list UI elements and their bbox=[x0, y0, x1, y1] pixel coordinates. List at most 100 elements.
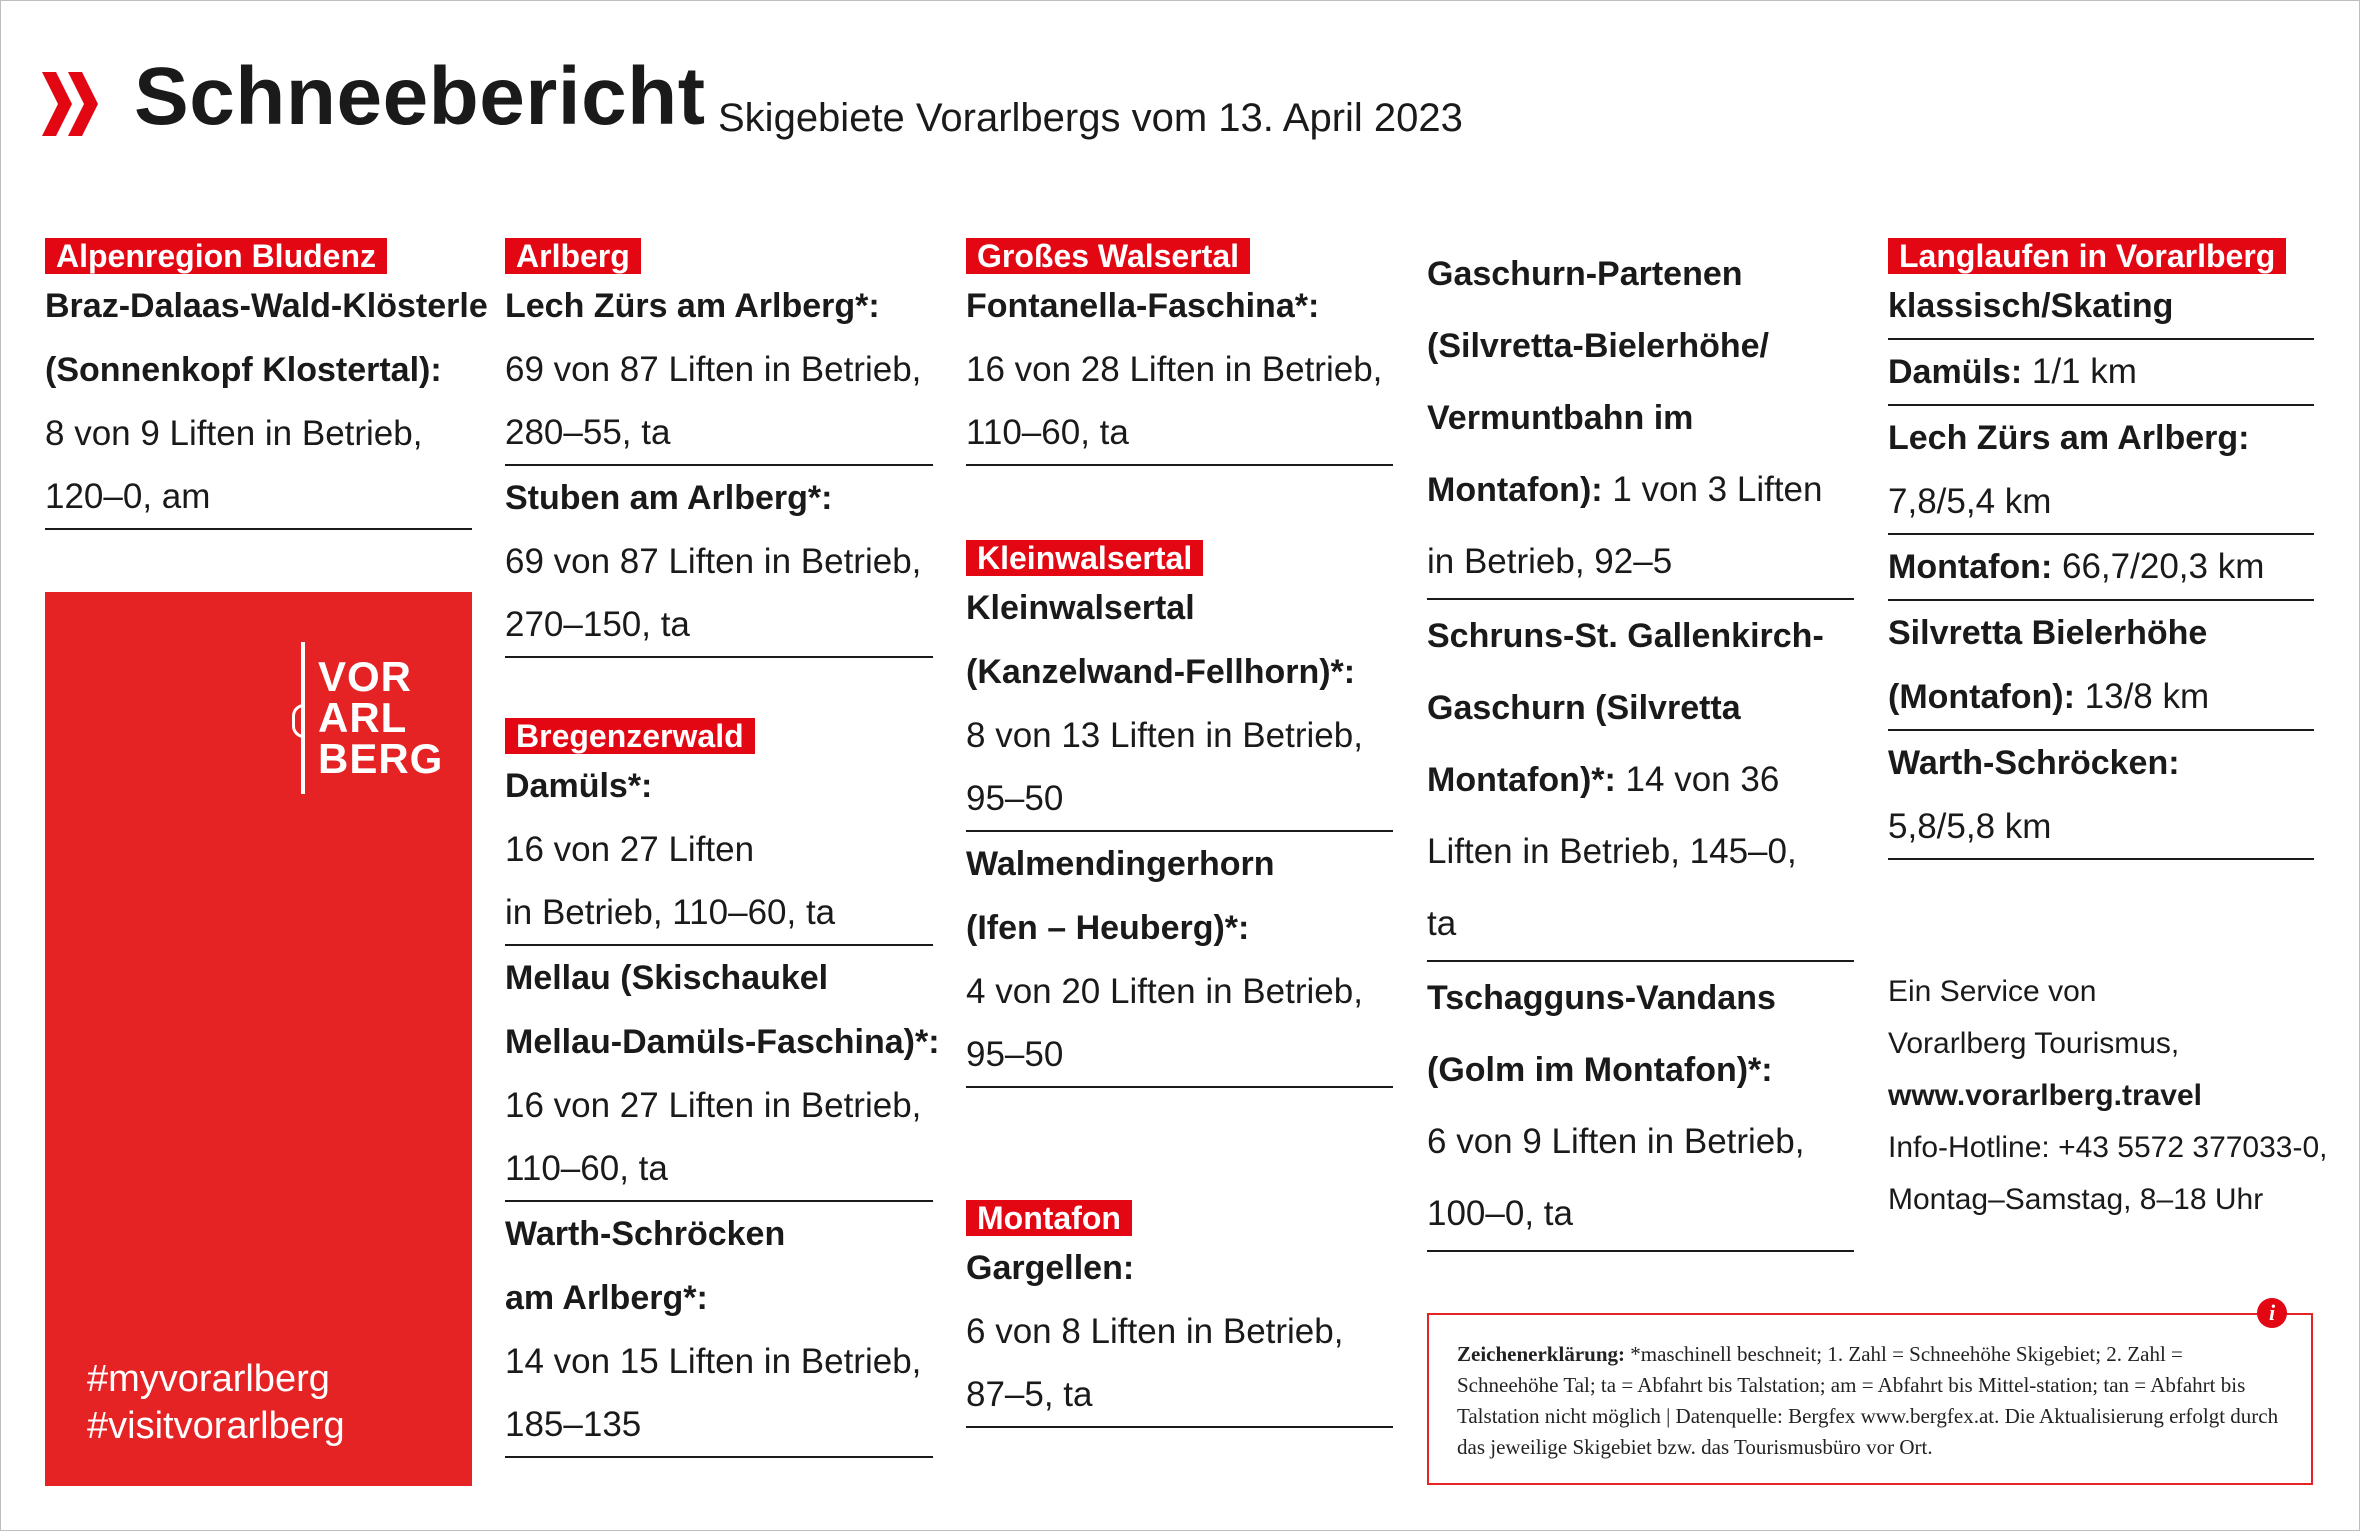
ski-area-name: Gaschurn-Partenen bbox=[1427, 255, 1743, 293]
snow-depth: in Betrieb, 92–5 bbox=[1427, 542, 1673, 581]
crosscountry-area: (Montafon): bbox=[1888, 678, 2075, 716]
ski-area-entry: Warth-Schröcken am Arlberg*: 14 von 15 L… bbox=[505, 1202, 933, 1458]
ski-area-name: Walmendingerhorn bbox=[966, 845, 1275, 883]
ski-area-entry: Tschagguns-Vandans (Golm im Montafon)*: … bbox=[1427, 962, 1854, 1252]
snow-depth: 95–50 bbox=[966, 1035, 1064, 1074]
crosscountry-type: klassisch/Skating bbox=[1888, 287, 2174, 325]
snow-depth: 270–150, ta bbox=[505, 605, 690, 644]
ski-area-entry: Damüls*: 16 von 27 Liften in Betrieb, 11… bbox=[505, 754, 933, 946]
column-langlaufen: Langlaufen in Vorarlberg klassisch/Skati… bbox=[1888, 238, 2314, 860]
snow-depth: 120–0, am bbox=[45, 477, 211, 516]
lift-status: 16 von 28 Liften in Betrieb, bbox=[966, 350, 1383, 389]
lift-status: 8 von 13 Liften in Betrieb, bbox=[966, 716, 1363, 755]
ski-area-name: (Silvretta-Bielerhöhe/ bbox=[1427, 327, 1769, 365]
ski-area-name: am Arlberg*: bbox=[505, 1279, 708, 1317]
vorarlberg-logo: VOR ARL BERG bbox=[318, 653, 444, 782]
lift-status: 16 von 27 Liften bbox=[505, 830, 755, 869]
trail-length: 7,8/5,4 km bbox=[1888, 482, 2052, 521]
crosscountry-entry: Montafon: 66,7/20,3 km bbox=[1888, 535, 2314, 601]
service-info: Ein Service von Vorarlberg Tourismus, ww… bbox=[1888, 966, 2328, 1226]
lift-status: 69 von 87 Liften in Betrieb, bbox=[505, 350, 922, 389]
region-heading: Montafon bbox=[966, 1200, 1132, 1236]
column-alpenregion-bludenz: Alpenregion Bludenz Braz-Dalaas-Wald-Klö… bbox=[45, 238, 488, 530]
region-heading: Großes Walsertal bbox=[966, 238, 1251, 274]
trail-length: 1/1 km bbox=[2022, 352, 2137, 391]
hashtags: #myvorarlberg #visitvorarlberg bbox=[87, 1356, 345, 1450]
snow-depth: ta bbox=[1427, 904, 1457, 943]
lift-status: 4 von 20 Liften in Betrieb, bbox=[966, 972, 1363, 1011]
ski-area-entry: Gaschurn-Partenen (Silvretta-Bielerhöhe/… bbox=[1427, 238, 1854, 600]
ski-area-name: (Ifen – Heuberg)*: bbox=[966, 909, 1250, 947]
lift-status: 6 von 8 Liften in Betrieb, bbox=[966, 1312, 1344, 1351]
crosscountry-area: Lech Zürs am Arlberg: bbox=[1888, 419, 2250, 457]
hotline: Info-Hotline: +43 5572 377033-0, bbox=[1888, 1131, 2328, 1164]
crosscountry-area: Damüls: bbox=[1888, 353, 2023, 391]
ski-area-name: Mellau-Damüls-Faschina)*: bbox=[505, 1023, 940, 1061]
ski-area-entry: Lech Zürs am Arlberg*: 69 von 87 Liften … bbox=[505, 274, 933, 466]
ski-area-name: Lech Zürs am Arlberg*: bbox=[505, 287, 880, 325]
ski-area-entry: Walmendingerhorn (Ifen – Heuberg)*: 4 vo… bbox=[966, 832, 1393, 1088]
page-subtitle: Skigebiete Vorarlbergs vom 13. April 202… bbox=[718, 96, 1463, 140]
crosscountry-area: Montafon: bbox=[1888, 548, 2053, 586]
ski-area-name: Warth-Schröcken bbox=[505, 1215, 786, 1253]
vorarlberg-brand-panel: VOR ARL BERG #myvorarlberg #visitvorarlb… bbox=[45, 592, 472, 1486]
column-arlberg-bregenzerwald: Arlberg Lech Zürs am Arlberg*: 69 von 87… bbox=[505, 238, 940, 1458]
ski-area-name: Tschagguns-Vandans bbox=[1427, 979, 1776, 1017]
lift-status: 6 von 9 Liften in Betrieb, bbox=[1427, 1122, 1805, 1161]
page-title: Schneebericht bbox=[134, 51, 706, 142]
crosscountry-area: Warth-Schröcken: bbox=[1888, 744, 2180, 782]
ski-area-name: Damüls*: bbox=[505, 767, 653, 805]
logo-bar-icon bbox=[301, 642, 305, 794]
snow-depth: 110–60, ta bbox=[505, 1149, 668, 1188]
snow-depth: 280–55, ta bbox=[505, 413, 671, 452]
ski-area-name: Kleinwalsertal bbox=[966, 589, 1195, 627]
lift-status: 69 von 87 Liften in Betrieb, bbox=[505, 542, 922, 581]
ski-area-name: Montafon): bbox=[1427, 471, 1603, 509]
lift-status: 14 von 36 bbox=[1615, 760, 1780, 799]
ski-area-name: Gargellen: bbox=[966, 1249, 1135, 1287]
region-heading: Kleinwalsertal bbox=[966, 540, 1204, 576]
ski-area-entry: Stuben am Arlberg*: 69 von 87 Liften in … bbox=[505, 466, 933, 658]
ski-area-entry: Gargellen: 6 von 8 Liften in Betrieb, 87… bbox=[966, 1236, 1393, 1428]
ski-area-name: Braz-Dalaas-Wald-Klösterle bbox=[45, 287, 488, 325]
ski-area-name: (Golm im Montafon)*: bbox=[1427, 1051, 1773, 1089]
ski-area-entry: Schruns-St. Gallenkirch- Gaschurn (Silvr… bbox=[1427, 600, 1854, 962]
ski-area-name: Montafon)*: bbox=[1427, 761, 1616, 799]
lift-status: 1 von 3 Liften bbox=[1602, 470, 1823, 509]
ski-area-entry: Braz-Dalaas-Wald-Klösterle (Sonnenkopf K… bbox=[45, 274, 488, 530]
crosscountry-entry: klassisch/Skating bbox=[1888, 274, 2314, 340]
snow-depth: 95–50 bbox=[966, 779, 1064, 818]
region-heading: Arlberg bbox=[505, 238, 641, 274]
snow-depth: 100–0, ta bbox=[1427, 1194, 1573, 1233]
ski-area-name: (Kanzelwand-Fellhorn)*: bbox=[966, 653, 1356, 691]
region-heading: Langlaufen in Vorarlberg bbox=[1888, 238, 2287, 274]
ski-area-entry: Fontanella-Faschina*: 16 von 28 Liften i… bbox=[966, 274, 1393, 466]
snow-depth: 87–5, ta bbox=[966, 1375, 1093, 1414]
ski-area-name: Stuben am Arlberg*: bbox=[505, 479, 833, 517]
region-heading: Alpenregion Bludenz bbox=[45, 238, 387, 274]
ski-area-name: Schruns-St. Gallenkirch- bbox=[1427, 617, 1824, 655]
double-chevron-icon bbox=[42, 72, 98, 136]
ski-area-name: (Sonnenkopf Klostertal): bbox=[45, 351, 442, 389]
logo-notch-icon bbox=[292, 704, 305, 738]
crosscountry-entry: Warth-Schröcken: 5,8/5,8 km bbox=[1888, 731, 2314, 860]
ski-area-entry: Kleinwalsertal (Kanzelwand-Fellhorn)*: 8… bbox=[966, 576, 1393, 832]
lift-status: 14 von 15 Liften in Betrieb, bbox=[505, 1342, 922, 1381]
ski-area-name: Vermuntbahn im bbox=[1427, 399, 1694, 437]
website-link[interactable]: www.vorarlberg.travel bbox=[1888, 1079, 2203, 1112]
trail-length: 13/8 km bbox=[2074, 677, 2210, 716]
region-heading: Bregenzerwald bbox=[505, 718, 755, 754]
trail-length: 66,7/20,3 km bbox=[2052, 547, 2265, 586]
crosscountry-entry: Damüls: 1/1 km bbox=[1888, 340, 2314, 406]
legend-label: Zeichenerklärung: bbox=[1457, 1342, 1625, 1366]
legend-box: Zeichenerklärung: *maschinell beschneit;… bbox=[1427, 1313, 2313, 1485]
column-walsertal-montafon: Großes Walsertal Fontanella-Faschina*: 1… bbox=[966, 238, 1393, 1428]
info-icon: i bbox=[2257, 1298, 2287, 1328]
trail-length: 5,8/5,8 km bbox=[1888, 807, 2052, 846]
ski-area-entry: Mellau (Skischaukel Mellau-Damüls-Faschi… bbox=[505, 946, 940, 1202]
ski-area-name: Mellau (Skischaukel bbox=[505, 959, 829, 997]
lift-status: 8 von 9 Liften in Betrieb, bbox=[45, 414, 423, 453]
hashtag-myvorarlberg: #myvorarlberg bbox=[87, 1358, 330, 1400]
legend-text: *maschinell beschneit; 1. Zahl = Schneeh… bbox=[1457, 1342, 2279, 1459]
snow-depth: 185–135 bbox=[505, 1405, 642, 1444]
